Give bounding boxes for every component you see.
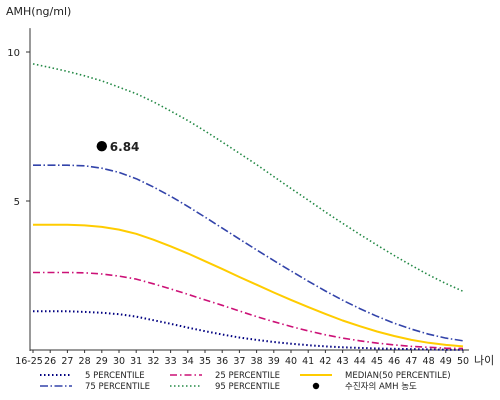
patient-marker: 6.84 xyxy=(96,140,140,154)
legend-label: 75 PERCENTILE xyxy=(85,382,150,392)
series-line xyxy=(33,223,464,348)
x-tick-label: 44 xyxy=(354,356,366,367)
x-tick-label: 39 xyxy=(268,356,280,367)
legend-label: MEDIAN(50 PERCENTILE) xyxy=(345,371,451,381)
legend-label: 25 PERCENTILE xyxy=(215,371,280,381)
x-tick-label: 38 xyxy=(251,356,263,367)
x-tick-label: 26 xyxy=(44,356,56,367)
x-tick-label: 28 xyxy=(79,356,91,367)
patient-point xyxy=(96,140,108,152)
x-tick-label: 27 xyxy=(61,356,73,367)
x-tick-label: 37 xyxy=(233,356,245,367)
series-line xyxy=(33,164,464,342)
series-line xyxy=(33,310,463,351)
x-tick-label: 46 xyxy=(388,356,400,367)
legend-label: 95 PERCENTILE xyxy=(215,382,280,392)
x-tick-label: 40 xyxy=(285,356,297,367)
x-tick-label: 33 xyxy=(165,356,177,367)
legend-swatch xyxy=(312,382,320,390)
x-tick-label: 50 xyxy=(457,356,469,367)
x-tick-label: 43 xyxy=(337,356,349,367)
x-tick-label: 35 xyxy=(199,356,211,367)
x-tick-label: 30 xyxy=(113,356,125,367)
x-axis-title: 나이 xyxy=(474,354,494,367)
x-tick-label: 41 xyxy=(302,356,314,367)
x-tick-label: 31 xyxy=(130,356,142,367)
chart-series xyxy=(32,63,464,351)
x-tick-label: 49 xyxy=(440,356,452,367)
x-tick-label: 48 xyxy=(423,356,435,367)
series-line xyxy=(32,63,464,293)
y-tick-label: 10 xyxy=(7,48,20,59)
x-tick-label: 16-25 xyxy=(15,356,43,367)
x-tick-label: 36 xyxy=(216,356,228,367)
y-tick-label: 5 xyxy=(14,197,20,208)
legend-label: 5 PERCENTILE xyxy=(85,371,145,381)
chart-axes: AMH(ng/ml) 5 10 16-25 26 27 28 29 30 31 32 33 34 35 36… xyxy=(6,5,494,367)
chart-legend: 5 PERCENTILE 25 PERCENTILE MEDIAN(50 PERCE… xyxy=(40,371,451,392)
x-tick-label: 42 xyxy=(319,356,331,367)
x-tick-label: 47 xyxy=(405,356,417,367)
patient-value-label: 6.84 xyxy=(110,140,140,154)
x-tick-label: 29 xyxy=(96,356,108,367)
x-tick-label: 45 xyxy=(371,356,383,367)
y-axis-title: AMH(ng/ml) xyxy=(6,5,71,18)
legend-label: 수진자의 AMH 농도 xyxy=(345,381,417,392)
series-line xyxy=(33,271,464,350)
x-tick-label: 34 xyxy=(182,356,194,367)
x-tick-label: 32 xyxy=(147,356,159,367)
